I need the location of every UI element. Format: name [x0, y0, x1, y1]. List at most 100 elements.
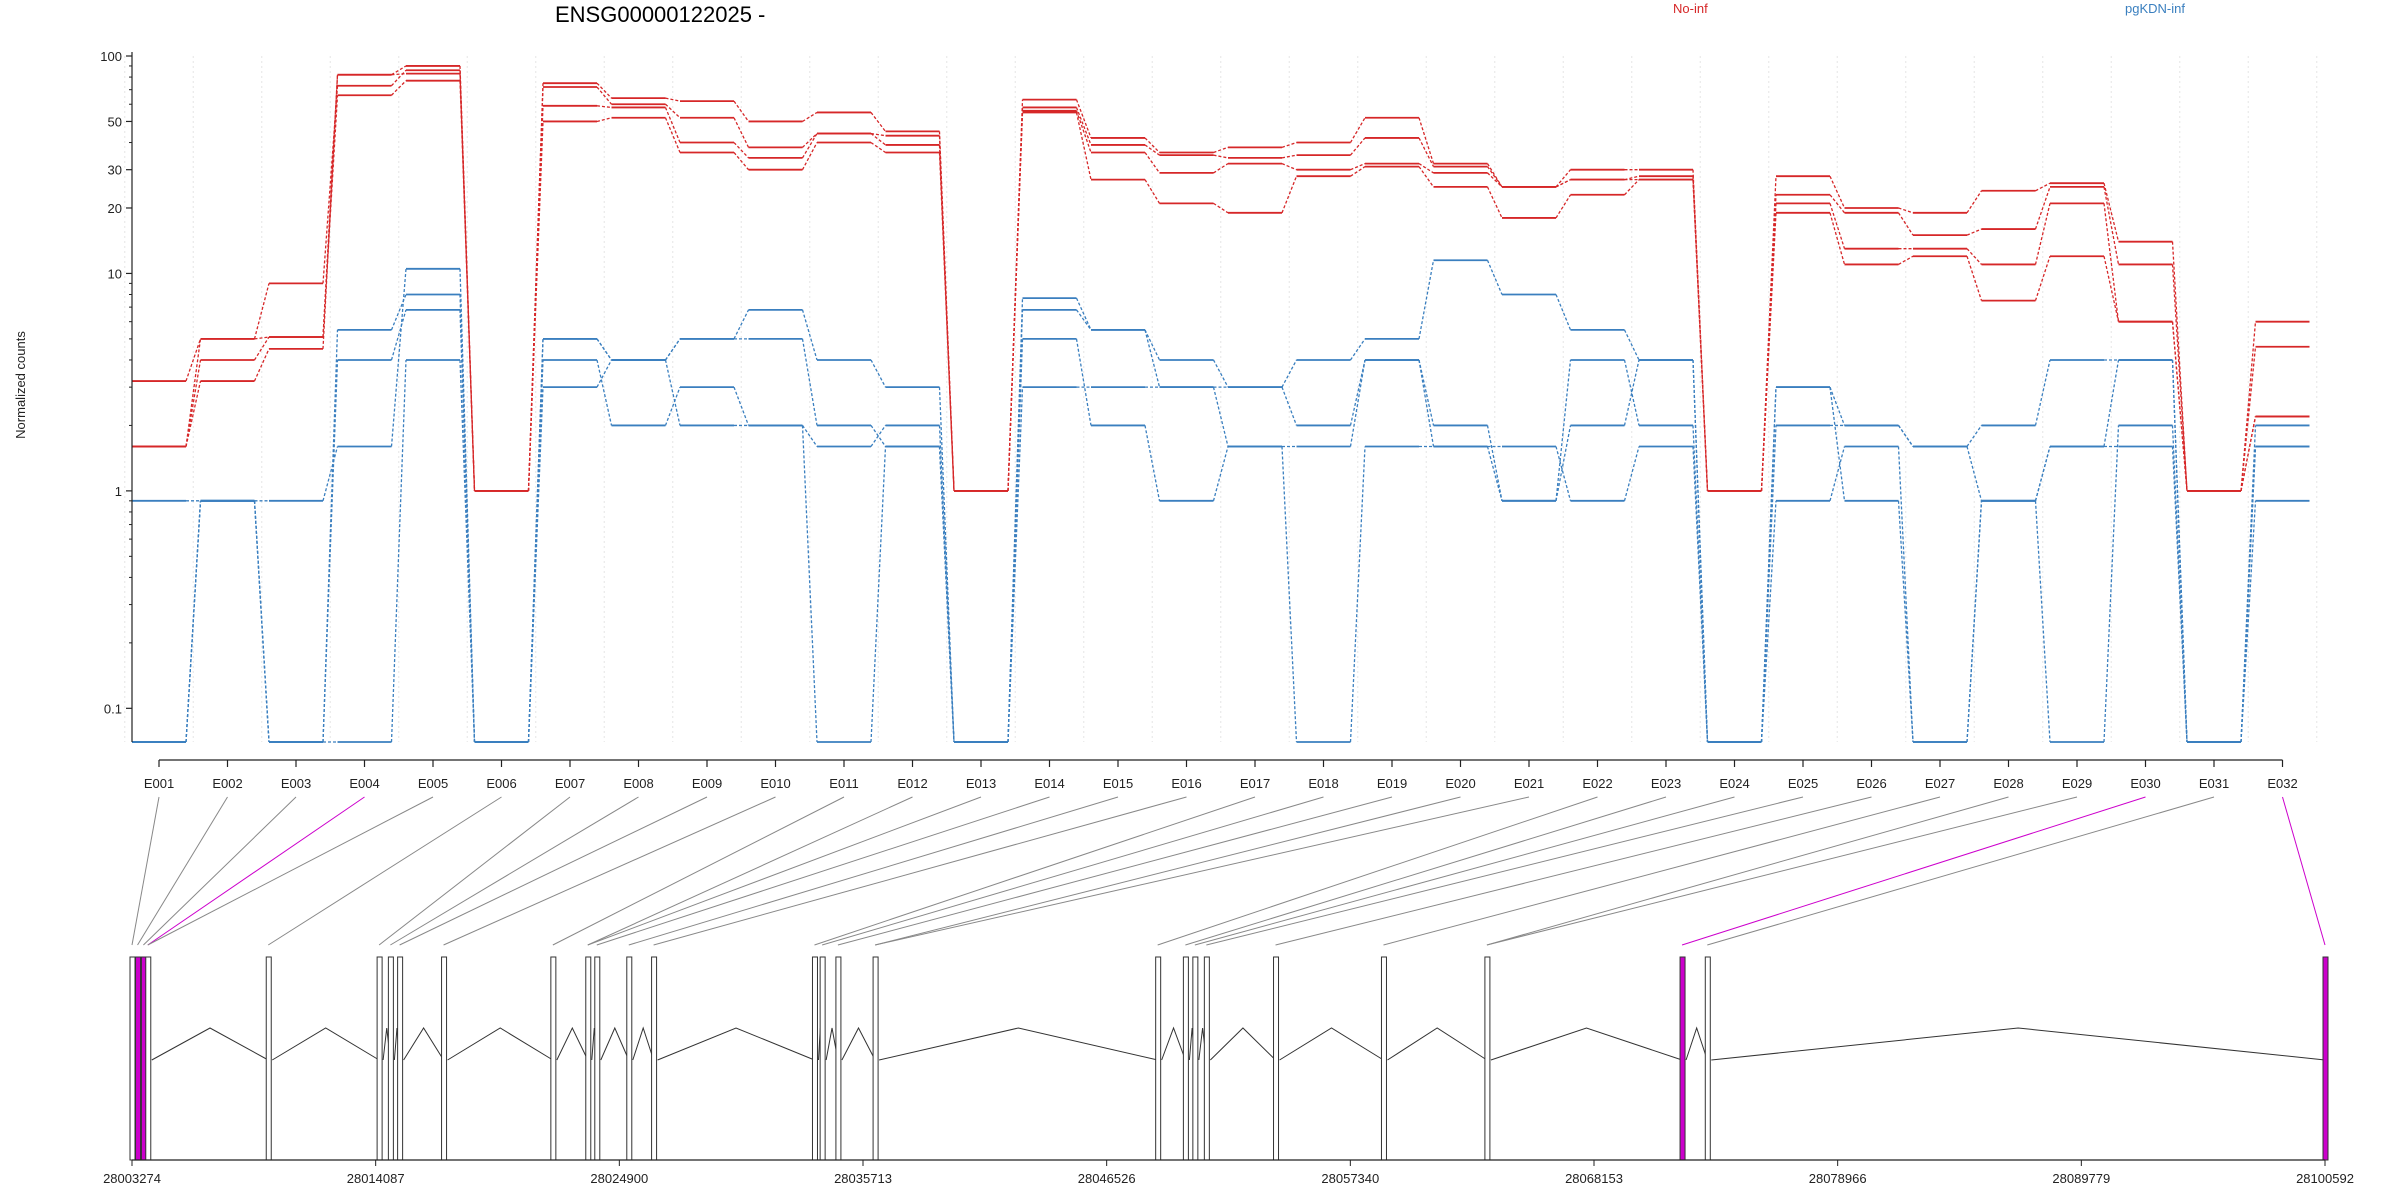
exon-connector [143, 796, 297, 946]
y-tick-label: 10 [108, 266, 122, 281]
exon-connector [2282, 796, 2326, 946]
exon-transition-mark [1486, 186, 1503, 219]
exon-transition-mark [390, 294, 407, 331]
exon-block [1192, 956, 1199, 1161]
exon-transition-mark [1486, 259, 1503, 295]
exon-transition-mark [253, 336, 270, 361]
coord-label: 28024900 [590, 1171, 648, 1186]
exon-block [585, 956, 592, 1161]
exon-transition-mark [391, 80, 407, 96]
x-tick-label-e029: E029 [2062, 776, 2092, 791]
x-tick-label-e014: E014 [1034, 776, 1064, 791]
exon-transition-mark [527, 387, 544, 743]
exon-transition-mark [733, 152, 749, 171]
exon-transition-mark [1418, 260, 1435, 340]
exon-transition-mark [1007, 387, 1024, 743]
exon-transition-mark [1897, 212, 1914, 236]
exon-transition-mark [596, 105, 612, 109]
exon-connector [1383, 796, 1941, 946]
exon-transition-mark [801, 309, 818, 361]
exon-transition-mark [1281, 141, 1297, 148]
exon-transition-mark [801, 425, 818, 743]
exon-transition-mark [2171, 241, 2188, 491]
exon-transition-mark [2103, 256, 2120, 322]
x-tick-label-e019: E019 [1377, 776, 1407, 791]
y-tick-label: 50 [108, 114, 122, 129]
exon-transition-mark [870, 446, 887, 743]
x-tick-label-e017: E017 [1240, 776, 1270, 791]
x-tick-label-e024: E024 [1719, 776, 1749, 791]
exon-transition-mark [1829, 446, 1846, 501]
exon-block [811, 956, 818, 1161]
exon-transition-mark [596, 359, 613, 388]
x-tick-label-e013: E013 [966, 776, 996, 791]
exon-connector [267, 796, 502, 946]
exon-block [265, 956, 272, 1161]
exon-connector [653, 796, 1187, 946]
exon-transition-mark [1829, 175, 1846, 209]
intron-line [841, 1026, 876, 1061]
exon-block [2322, 956, 2329, 1161]
exon-transition-mark [1418, 117, 1435, 164]
exon-transition-mark [1898, 207, 1914, 214]
x-tick-label-e026: E026 [1856, 776, 1886, 791]
exon-transition-mark [870, 133, 886, 146]
exon-transition-mark [391, 69, 407, 87]
intron-line [271, 1027, 380, 1061]
exon-transition-mark [253, 283, 270, 340]
exon-connector [587, 796, 982, 946]
exon-transition-mark [1486, 166, 1503, 188]
exon-transition-mark [1760, 212, 1777, 491]
exon-transition-mark [391, 65, 407, 76]
exon-connector [399, 796, 708, 946]
x-tick-label-e012: E012 [897, 776, 927, 791]
exon-transition-mark [1144, 137, 1160, 153]
exon-block [594, 956, 601, 1161]
exon-block [129, 956, 136, 1161]
intron-line [1279, 1027, 1384, 1061]
exon-transition-mark [1623, 329, 1640, 361]
x-tick-label-e032: E032 [2267, 776, 2297, 791]
intron-line [447, 1027, 554, 1061]
exon-transition-mark [801, 425, 818, 447]
exon-transition-mark [596, 82, 612, 99]
exon-block [1203, 956, 1210, 1161]
exon-connector [131, 796, 160, 946]
exon-transition-mark [1760, 500, 1777, 743]
exon-transition-mark [2171, 264, 2188, 491]
exon-transition-mark [185, 500, 202, 743]
x-tick-label-e018: E018 [1308, 776, 1338, 791]
exon-transition-mark [2240, 346, 2257, 491]
exon-transition-mark [1623, 359, 1640, 426]
exon-block [819, 956, 826, 1161]
exon-block [1273, 956, 1280, 1161]
exon-block [626, 956, 633, 1161]
exon-transition-mark [2171, 359, 2188, 743]
series-lines [132, 65, 2310, 743]
exon-transition-mark [2034, 203, 2051, 265]
exon-transition-mark [1487, 172, 1503, 188]
exon-connector [1707, 796, 2215, 946]
exon-transition-mark [665, 103, 681, 119]
exon-connector [821, 796, 1324, 946]
exon-block [872, 956, 879, 1161]
exon-block [1182, 956, 1189, 1161]
exon-transition-mark [1144, 144, 1160, 156]
exon-block [1484, 956, 1491, 1161]
exon-transition-mark [801, 142, 818, 171]
exon-transition-mark [1007, 112, 1024, 491]
x-tick-label-e027: E027 [1925, 776, 1955, 791]
exon-block [1679, 956, 1686, 1161]
exon-transition-mark [1281, 446, 1298, 743]
x-tick-label-e031: E031 [2199, 776, 2229, 791]
exon-block [835, 956, 842, 1161]
exon-transition-mark [254, 336, 270, 340]
gene-model-track [129, 956, 2329, 1161]
exon-transition-mark [1075, 309, 1092, 331]
exon-transition-mark [1624, 179, 1640, 196]
y-tick-label: 20 [108, 201, 122, 216]
exon-connector [587, 796, 913, 946]
x-tick-label-e010: E010 [760, 776, 790, 791]
exon-transition-mark [1829, 386, 1846, 426]
exon-transition-mark [1144, 329, 1161, 361]
